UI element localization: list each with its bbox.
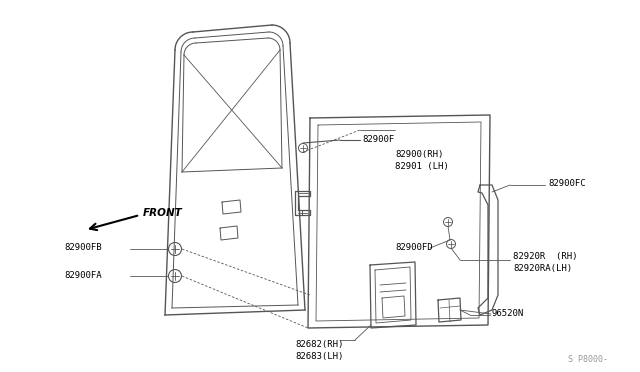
Text: 82900FA: 82900FA <box>64 270 102 279</box>
Text: 82900F: 82900F <box>362 135 394 144</box>
Text: 82900FC: 82900FC <box>548 179 586 187</box>
Text: S P8000-: S P8000- <box>568 356 608 365</box>
Text: 82920RA(LH): 82920RA(LH) <box>513 264 572 273</box>
Text: 82900(RH): 82900(RH) <box>395 151 444 160</box>
Text: 82920R  (RH): 82920R (RH) <box>513 253 577 262</box>
Text: 82900FD: 82900FD <box>395 244 433 253</box>
Text: 82900FB: 82900FB <box>64 243 102 251</box>
Text: 82683(LH): 82683(LH) <box>295 352 344 360</box>
Text: 82682(RH): 82682(RH) <box>295 340 344 349</box>
Text: 96520N: 96520N <box>492 310 524 318</box>
Text: FRONT: FRONT <box>143 208 183 218</box>
Text: 82901 (LH): 82901 (LH) <box>395 163 449 171</box>
